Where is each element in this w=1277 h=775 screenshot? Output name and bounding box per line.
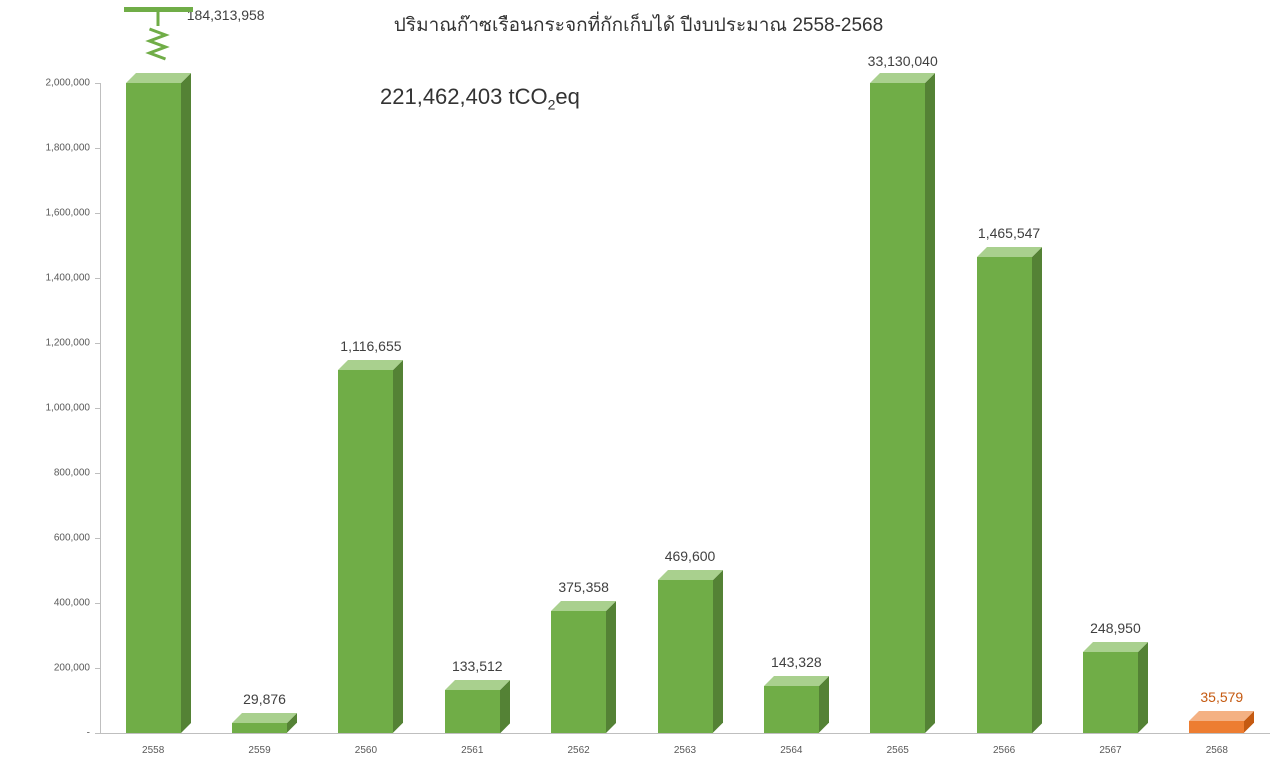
y-tick-label: 600,000 [54, 533, 90, 544]
y-tick-label: 1,600,000 [46, 208, 91, 219]
y-axis: -200,000400,000600,000800,0001,000,0001,… [0, 83, 95, 733]
bar [126, 73, 191, 733]
data-label: 248,950 [1090, 620, 1141, 636]
x-tick-label: 2568 [1206, 745, 1228, 756]
x-tick-label: 2566 [993, 745, 1015, 756]
data-label: 29,876 [243, 691, 286, 707]
x-tick-label: 2561 [461, 745, 483, 756]
chart-container: ปริมาณก๊าซเรือนกระจกที่กักเก็บได้ ปีงบปร… [0, 0, 1277, 775]
data-label: 184,313,958 [187, 7, 265, 23]
x-tick-label: 2563 [674, 745, 696, 756]
x-tick-label: 2559 [248, 745, 270, 756]
y-tick-label: 400,000 [54, 598, 90, 609]
y-tick-label: 800,000 [54, 468, 90, 479]
y-tick-label: 2,000,000 [46, 78, 91, 89]
x-tick-label: 2560 [355, 745, 377, 756]
data-label: 35,579 [1200, 689, 1243, 705]
x-tick-label: 2564 [780, 745, 802, 756]
bar [1189, 711, 1254, 733]
y-tick-label: 1,200,000 [46, 338, 91, 349]
x-axis: 2558 2559 2560 2561 2562 2563 2564 2565 2566 2567… [100, 733, 1270, 773]
bar [232, 713, 297, 733]
x-tick-label: 2565 [887, 745, 909, 756]
bar [551, 601, 616, 733]
data-label: 1,116,655 [340, 338, 401, 354]
y-tick-label: - [87, 728, 90, 739]
data-label: 133,512 [452, 658, 503, 674]
y-tick-label: 1,400,000 [46, 273, 91, 284]
data-label: 1,465,547 [978, 225, 1040, 241]
data-label: 375,358 [558, 579, 609, 595]
data-label: 33,130,040 [868, 53, 938, 69]
bar [658, 570, 723, 733]
chart-title: ปริมาณก๊าซเรือนกระจกที่กักเก็บได้ ปีงบปร… [394, 10, 883, 40]
y-tick-label: 1,000,000 [46, 403, 91, 414]
x-tick-label: 2567 [1099, 745, 1121, 756]
x-tick-label: 2562 [568, 745, 590, 756]
data-label: 469,600 [665, 548, 716, 564]
bar [445, 680, 510, 733]
bar [764, 676, 829, 733]
plot-area: 184,313,95829,8761,116,655133,512375,358… [100, 83, 1270, 733]
y-tick-label: 200,000 [54, 663, 90, 674]
bar [338, 360, 403, 733]
bar [870, 73, 935, 733]
x-tick-label: 2558 [142, 745, 164, 756]
bar [977, 247, 1042, 733]
bar [1083, 642, 1148, 733]
data-label: 143,328 [771, 654, 822, 670]
y-tick-label: 1,800,000 [46, 143, 91, 154]
